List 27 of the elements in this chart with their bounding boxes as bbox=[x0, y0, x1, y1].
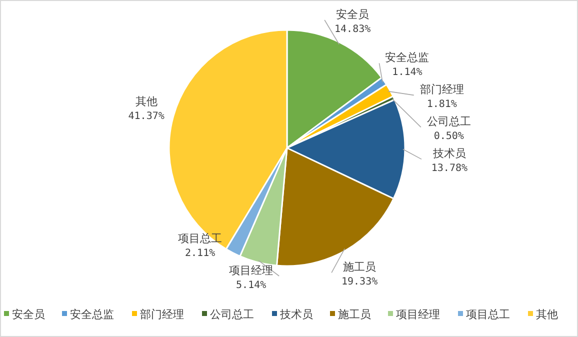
slice-label: 其他 bbox=[135, 94, 158, 108]
legend-label: 安全员 bbox=[12, 308, 45, 321]
legend-label: 项目经理 bbox=[396, 308, 440, 321]
legend-label: 技术员 bbox=[279, 308, 313, 321]
legend-label: 项目总工 bbox=[466, 308, 510, 321]
slice-label: 部门经理 bbox=[420, 83, 464, 96]
slice-label: 技术员 bbox=[432, 147, 466, 160]
data-label: 19.33% bbox=[342, 276, 378, 288]
slice-label: 项目经理 bbox=[229, 264, 274, 277]
slice-label: 项目总工 bbox=[178, 232, 222, 245]
slice-label: 安全员 bbox=[336, 8, 370, 21]
data-label: 2.11% bbox=[185, 248, 216, 259]
slice-label: 施工员 bbox=[343, 260, 376, 274]
data-label: 14.83% bbox=[334, 24, 371, 35]
data-label: 1.81% bbox=[426, 99, 457, 110]
slice-label: 公司总工 bbox=[426, 115, 471, 128]
legend-label: 公司总工 bbox=[210, 308, 254, 321]
legend-label: 施工员 bbox=[338, 308, 371, 321]
data-label: 41.37% bbox=[128, 110, 164, 122]
legend-label: 其他 bbox=[536, 308, 558, 321]
legend-label: 安全总监 bbox=[70, 308, 114, 321]
data-label: 0.50% bbox=[434, 131, 464, 142]
slice-label: 安全总监 bbox=[385, 51, 430, 64]
data-label: 13.78% bbox=[431, 163, 468, 174]
legend-label: 部门经理 bbox=[140, 308, 184, 321]
data-label: 1.14% bbox=[392, 67, 422, 78]
data-label: 5.14% bbox=[236, 280, 266, 291]
